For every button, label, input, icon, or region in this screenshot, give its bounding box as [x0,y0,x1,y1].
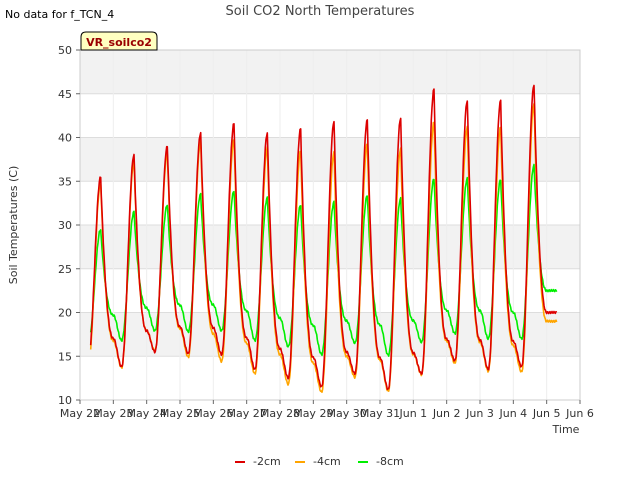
y-tick-label: 25 [58,263,72,276]
y-axis-label: Soil Temperatures (C) [7,166,20,285]
legend-label: -8cm [376,455,404,468]
no-data-note: No data for f_TCN_4 [5,8,114,21]
y-tick-label: 20 [58,307,72,320]
x-tick-label: Jun 6 [565,407,594,420]
y-tick-label: 15 [58,350,72,363]
y-axis: 10 15 20 25 30 35 40 45 50 [58,44,80,407]
x-tick-label: Jun 1 [398,407,427,420]
legend-label: -4cm [313,455,341,468]
x-tick-label: Jun 5 [532,407,561,420]
x-tick-label: May 26 [193,407,233,420]
x-tick-label: Jun 2 [432,407,461,420]
y-tick-label: 30 [58,219,72,232]
x-tick-label: May 25 [160,407,200,420]
y-tick-label: 40 [58,132,72,145]
band-shaded [80,312,580,357]
legend-label: -2cm [253,455,281,468]
x-tick-label: Jun 4 [498,407,527,420]
x-tick-label: May 30 [327,407,367,420]
chart-title: Soil CO2 North Temperatures [226,4,415,19]
x-tick-label: Jun 3 [465,407,494,420]
x-tick-label: May 24 [127,407,167,420]
x-tick-label: May 27 [227,407,267,420]
x-tick-label: May 23 [93,407,133,420]
x-axis-label: Time [552,423,580,436]
legend: -2cm -4cm -8cm [235,455,404,468]
station-label-background [80,31,158,51]
y-tick-label: 50 [58,44,72,57]
band-shaded [80,50,580,94]
series-layer [89,84,558,394]
y-tick-label: 45 [58,88,72,101]
y-tick-label: 35 [58,175,72,188]
series-line-minus-8cm [89,163,558,357]
x-tick-label: May 22 [60,407,100,420]
series-line-minus-2cm [89,84,558,391]
station-label-box: VR_soilco2 [80,31,158,51]
x-tick-label: May 31 [360,407,400,420]
x-tick-label: May 29 [293,407,333,420]
y-tick-label: 10 [58,394,72,407]
x-tick-label: May 28 [260,407,300,420]
station-label: VR_soilco2 [86,36,152,49]
